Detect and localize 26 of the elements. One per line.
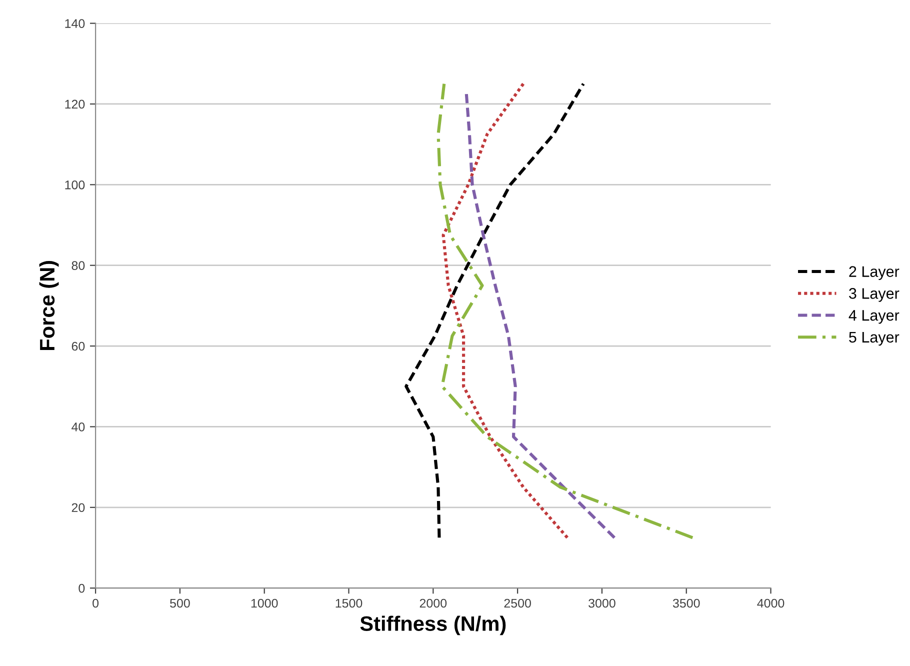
y-tick-label: 100 <box>65 180 85 190</box>
line-series <box>404 82 585 540</box>
y-tick-label: 0 <box>78 584 85 593</box>
y-tick-label: 60 <box>72 342 85 351</box>
x-tick-label: 3500 <box>672 598 700 608</box>
x-tick-label: 1000 <box>251 598 278 608</box>
x-tick-label: 2500 <box>504 598 531 608</box>
y-tick-label: 120 <box>65 100 85 109</box>
x-tick-label: 500 <box>170 598 190 608</box>
line-series <box>436 82 694 540</box>
x-tick-label: 1500 <box>336 598 362 608</box>
y-tick-label: 40 <box>72 422 85 432</box>
y-axis-title: Force (N) <box>39 261 59 350</box>
y-tick-label: 80 <box>72 261 85 270</box>
legend-label: 5 Layer <box>849 332 900 346</box>
y-tick-label: 140 <box>65 19 85 28</box>
line-series <box>442 82 569 540</box>
legend-label: 4 Layer <box>848 310 900 324</box>
legend-label: 3 Layer <box>849 288 900 302</box>
y-tick-label: 20 <box>72 503 85 512</box>
legend-label: 2 Layer <box>849 266 900 280</box>
x-tick-label: 2000 <box>420 598 447 608</box>
x-tick-label: 0 <box>92 598 99 608</box>
x-axis-title: Stiffness (N/m) <box>360 616 506 636</box>
x-tick-label: 3000 <box>588 598 616 608</box>
x-tick-label: 4000 <box>757 598 784 608</box>
